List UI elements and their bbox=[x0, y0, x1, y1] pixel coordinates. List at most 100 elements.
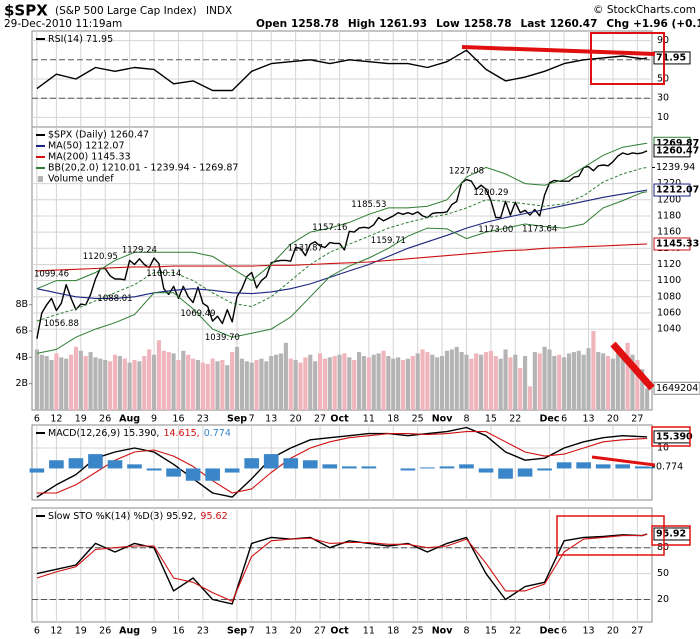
volume-bar bbox=[361, 356, 367, 410]
x-tick-label: 7 bbox=[249, 414, 255, 425]
histogram-bar bbox=[205, 468, 220, 481]
volume-bar bbox=[645, 388, 650, 410]
bollinger-middle bbox=[36, 167, 648, 322]
x-tick-label: Sep bbox=[227, 414, 247, 425]
x-tick-label: 19 bbox=[75, 414, 87, 425]
last-value-box bbox=[653, 183, 691, 197]
legend-swatch bbox=[38, 176, 43, 182]
x-tick-label: 22 bbox=[509, 414, 521, 425]
volume-bar bbox=[244, 361, 249, 410]
x-tick-label: Dec bbox=[539, 414, 559, 425]
x-tick-label: 8 bbox=[463, 626, 469, 637]
volume-bar bbox=[615, 353, 620, 410]
volume-bar bbox=[220, 359, 225, 410]
price-annotation: 1131.87 bbox=[288, 243, 323, 253]
volume-tick-label: 4B bbox=[15, 352, 28, 363]
histogram-bar bbox=[263, 454, 279, 469]
price-annotation: 1069.49 bbox=[180, 309, 215, 319]
volume-bar bbox=[469, 358, 474, 410]
volume-bar bbox=[347, 357, 352, 410]
volume-bar bbox=[342, 353, 347, 410]
volume-bar bbox=[303, 357, 308, 410]
volume-bar bbox=[537, 353, 542, 410]
last-value-label: 1260.47 bbox=[656, 145, 699, 156]
x-tick-label: 9 bbox=[151, 626, 157, 637]
volume-bar bbox=[308, 354, 313, 410]
histogram-bar bbox=[302, 460, 318, 469]
bollinger-lower bbox=[36, 191, 648, 354]
x-tick-label: 26 bbox=[99, 626, 111, 637]
volume-bar bbox=[596, 352, 601, 410]
x-tick-label: 27 bbox=[314, 626, 326, 637]
x-tick-label: Aug bbox=[119, 414, 140, 425]
volume-bar bbox=[366, 357, 371, 410]
x-tick-label: 8 bbox=[463, 414, 469, 425]
quote-value: 1258.78 bbox=[291, 18, 339, 30]
volume-bar bbox=[215, 361, 220, 410]
annotation-box bbox=[651, 426, 691, 447]
volume-bar bbox=[313, 361, 318, 410]
volume-bar bbox=[249, 362, 254, 410]
volume-bar bbox=[39, 354, 44, 410]
volume-bar bbox=[191, 358, 196, 410]
x-tick-label: 25 bbox=[412, 414, 424, 425]
histogram-bar bbox=[498, 468, 513, 479]
volume-bar bbox=[205, 363, 210, 410]
histogram-bar bbox=[400, 468, 416, 471]
histogram-bar bbox=[517, 468, 533, 477]
series-line bbox=[36, 243, 648, 272]
volume-bar bbox=[181, 350, 186, 410]
price-annotation: 1173.00 bbox=[478, 225, 513, 235]
volume-bar bbox=[405, 358, 410, 410]
volume-bar bbox=[425, 352, 430, 410]
histogram-bar bbox=[459, 464, 474, 469]
volume-bar bbox=[620, 357, 625, 410]
legend-label: RSI(14) 71.95 bbox=[48, 34, 113, 45]
legend-label: $SPX (Daily) 1260.47 bbox=[48, 130, 149, 141]
volume-bar bbox=[34, 349, 39, 410]
volume-bar bbox=[88, 352, 93, 410]
histogram-bar bbox=[537, 468, 552, 471]
legend-label: Slow STO %K(14) %D(3) 95.92, bbox=[48, 511, 196, 522]
histogram-bar bbox=[595, 464, 611, 469]
index-name: (S&P 500 Large Cap Index) bbox=[55, 5, 197, 17]
last-value-label: 71.95 bbox=[656, 52, 686, 63]
volume-bar bbox=[317, 353, 323, 410]
volume-bar bbox=[513, 354, 518, 410]
volume-bar bbox=[635, 359, 640, 410]
last-value-label: 1269.87 bbox=[656, 138, 699, 149]
volume-bar bbox=[103, 359, 108, 410]
price-annotation: 1088.01 bbox=[97, 294, 132, 304]
volume-bar bbox=[488, 350, 493, 410]
volume-bar bbox=[542, 346, 547, 410]
histogram-bar bbox=[322, 464, 338, 469]
quote-value: +1.96 (+0.16%) bbox=[633, 18, 700, 30]
volume-bar bbox=[459, 352, 464, 410]
volume-bar bbox=[532, 352, 537, 410]
volume-bar bbox=[93, 357, 98, 410]
annotation-box bbox=[651, 525, 691, 546]
x-tick-label: 6 bbox=[561, 626, 567, 637]
histogram-bar bbox=[283, 458, 299, 469]
volume-bar bbox=[239, 358, 244, 410]
legend-label: BB(20,2.0) 1210.01 - 1239.94 - 1269.87 bbox=[48, 163, 238, 174]
x-tick-label: 18 bbox=[387, 414, 399, 425]
volume-bar bbox=[176, 359, 181, 410]
volume-bar bbox=[454, 346, 459, 410]
x-tick-label: Aug bbox=[119, 626, 140, 637]
histogram-bar bbox=[478, 468, 494, 473]
price-annotation: 1159.71 bbox=[371, 236, 406, 246]
volume-bar bbox=[357, 352, 362, 410]
x-tick-label: 7 bbox=[249, 626, 255, 637]
volume-bar bbox=[474, 353, 479, 410]
histogram-bar bbox=[166, 468, 181, 477]
x-tick-label: Nov bbox=[432, 626, 453, 637]
volume-bar bbox=[108, 361, 113, 410]
volume-bar bbox=[391, 358, 396, 410]
symbol: $SPX bbox=[4, 2, 48, 20]
x-tick-label: 6 bbox=[561, 414, 567, 425]
x-tick-label: 23 bbox=[197, 626, 209, 637]
y-tick-label: 10 bbox=[657, 112, 669, 123]
